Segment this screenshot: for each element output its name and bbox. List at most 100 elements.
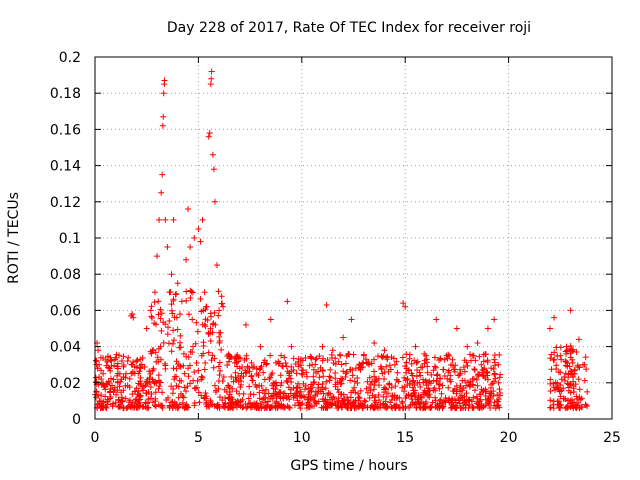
y-tick-label: 0 (72, 412, 81, 428)
data-point (416, 369, 423, 376)
x-tick-label: 5 (194, 430, 203, 446)
data-point (123, 405, 130, 412)
data-point (413, 359, 420, 366)
data-point (95, 400, 102, 407)
data-point (128, 403, 135, 410)
data-point (165, 394, 172, 401)
data-point (215, 312, 222, 319)
data-point (258, 382, 265, 389)
data-point (392, 383, 399, 390)
data-point (304, 396, 311, 403)
data-point (162, 216, 169, 223)
data-point (160, 90, 167, 97)
data-point (563, 404, 570, 411)
data-point (456, 371, 463, 378)
data-point (223, 388, 230, 395)
data-point (106, 395, 113, 402)
data-point (408, 360, 415, 367)
data-point (375, 375, 382, 382)
data-point (278, 352, 285, 359)
data-point (488, 365, 495, 372)
data-point (385, 368, 392, 375)
data-point (550, 401, 557, 408)
data-point (564, 360, 571, 367)
data-point (284, 298, 291, 305)
data-point (335, 358, 342, 365)
data-point (120, 363, 127, 370)
data-point (260, 369, 267, 376)
data-point (449, 395, 456, 402)
data-point (148, 303, 155, 310)
data-point (431, 363, 438, 370)
data-point (495, 398, 502, 405)
y-tick-label: 0.08 (50, 267, 81, 283)
data-points (92, 68, 591, 412)
data-point (232, 355, 239, 362)
data-point (249, 377, 256, 384)
data-point (417, 364, 424, 371)
data-point (159, 389, 166, 396)
data-point (271, 380, 278, 387)
data-point (439, 405, 446, 412)
data-point (381, 347, 388, 354)
data-point (381, 376, 388, 383)
data-point (558, 356, 565, 363)
data-point (261, 357, 268, 364)
data-point (152, 349, 159, 356)
data-point (557, 344, 564, 351)
data-point (151, 299, 158, 306)
data-point (480, 373, 487, 380)
data-point (201, 366, 208, 373)
data-point (490, 402, 497, 409)
data-point (575, 336, 582, 343)
data-point (547, 355, 554, 362)
data-point (166, 289, 173, 296)
data-point (102, 393, 109, 400)
data-point (269, 370, 276, 377)
data-point (283, 394, 290, 401)
data-point (471, 367, 478, 374)
data-point (306, 362, 313, 369)
data-point (109, 382, 116, 389)
data-point (366, 374, 373, 381)
data-point (570, 346, 577, 353)
data-point (183, 288, 190, 295)
data-point (299, 357, 306, 364)
data-point (487, 396, 494, 403)
data-point (147, 370, 154, 377)
data-point (551, 356, 558, 363)
data-point (205, 133, 212, 140)
data-point (469, 403, 476, 410)
data-point (148, 391, 155, 398)
data-point (452, 399, 459, 406)
data-point (246, 383, 253, 390)
data-point (192, 385, 199, 392)
data-point (457, 366, 464, 373)
data-point (449, 362, 456, 369)
data-point (436, 375, 443, 382)
data-point (434, 371, 441, 378)
data-point (170, 337, 177, 344)
data-point (299, 400, 306, 407)
data-point (270, 380, 277, 387)
data-point (168, 348, 175, 355)
data-point (557, 393, 564, 400)
data-point (324, 357, 331, 364)
data-point (247, 391, 254, 398)
data-point (448, 400, 455, 407)
data-point (402, 363, 409, 370)
data-point (449, 356, 456, 363)
data-point (430, 377, 437, 384)
data-point (410, 377, 417, 384)
data-point (107, 367, 114, 374)
data-point (455, 395, 462, 402)
data-point (250, 391, 257, 398)
data-point (297, 362, 304, 369)
data-point (401, 374, 408, 381)
data-point (146, 368, 153, 375)
data-point (418, 394, 425, 401)
y-tick-label: 0.04 (50, 340, 81, 356)
data-point (332, 383, 339, 390)
data-point (338, 380, 345, 387)
data-point (348, 316, 355, 323)
